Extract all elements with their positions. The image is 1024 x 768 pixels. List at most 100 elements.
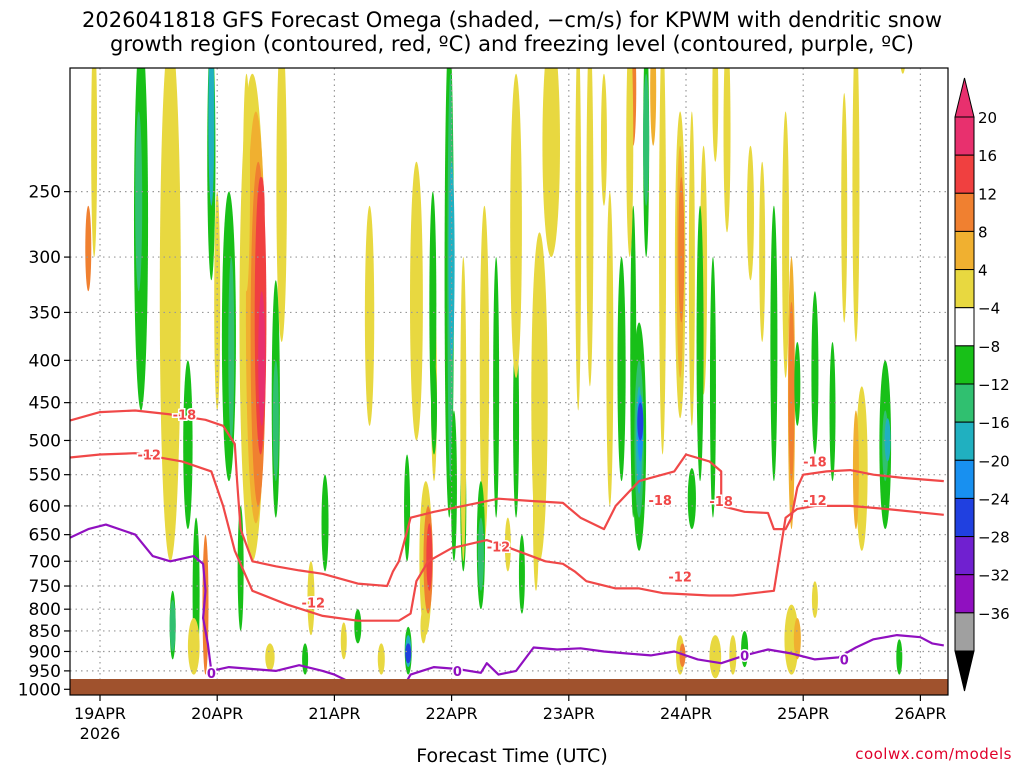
colorbar-label: −32 [978,567,1010,585]
omega-cell-cyan [884,418,891,462]
colorbar-label: −16 [978,414,1010,432]
omega-cell-green [617,257,626,482]
omega-cell-yellow [811,581,818,619]
colorbar: 20 16 12 8 4 −4 −8 −12 −16 −20 −24 −28 −32 −36 [954,77,1010,692]
omega-cell-yellow [340,622,347,660]
omega-cell-yellow [307,561,315,636]
x-tick-label: 20APR [191,704,243,723]
colorbar-bottom-arrow [954,650,975,692]
omega-cell-green [237,505,244,631]
omega-cell-teal [272,360,279,482]
omega-cell-yellow [900,68,905,74]
omega-cell-yellow [575,68,582,411]
omega-cell-green [518,534,525,614]
omega-cell-green [896,639,903,675]
omega-cell-yellow [542,68,561,258]
y-tick-label: 850 [29,622,61,642]
omega-cell-green [709,257,716,518]
omega-cell-yellow [364,205,375,426]
colorbar-swatch [954,230,975,271]
omega-cell-yellow [377,643,385,675]
colorbar-swatch [954,269,975,309]
contour-label-freezing: 0 [207,667,216,682]
x-tick-label: 26APR [894,704,946,723]
omega-cell-green [321,474,329,572]
omega-cell-yellow [841,93,848,323]
contour-label-minus12: -12 [668,570,692,585]
omega-cell-green [696,205,704,482]
colorbar-label: −12 [978,376,1010,394]
omega-cell-yellow [746,145,754,281]
contour-label-freezing: 0 [453,665,462,680]
contour-label-freezing: 0 [840,653,849,668]
colorbar-label: 8 [978,223,988,241]
colorbar-label: −4 [978,300,1000,318]
y-tick-label: 400 [29,351,61,371]
omega-cell-yellow [606,191,614,506]
dgz-contour-minus12 [70,452,944,622]
colorbar-swatch [954,459,975,499]
y-tick-label: 500 [29,431,61,451]
x-year-label: 2026 [80,724,121,743]
y-tick-label: 800 [29,600,61,620]
omega-cell-green [829,341,836,482]
omega-cell-yellow [852,68,860,342]
omega-cell-green [404,454,411,562]
contour-label-minus18: -18 [648,494,672,509]
y-tick-label: 700 [29,552,61,572]
omega-cell-yellow [91,68,98,258]
plot-frame [69,67,949,696]
omega-cell-green [493,257,500,518]
omega-cell-teal [169,600,176,652]
contour-label-minus12: -12 [137,449,161,464]
omega-cell-yellow [460,257,467,562]
omega-cell-green [687,468,696,530]
site-credit[interactable]: coolwx.com/models [855,745,1012,763]
ground-surface [70,679,948,695]
contour-label-minus18: -18 [173,408,197,423]
colorbar-label: 4 [978,262,988,280]
omega-cell-teal [228,257,235,441]
colorbar-swatch [954,154,975,194]
omega-shading [85,68,905,679]
omega-cell-pink [258,291,266,426]
freezing-level-contour [70,523,944,695]
omega-cell-yellow [784,604,799,675]
omega-cell-yellow [855,386,868,551]
chart-title-line2: growth region (contoured, red, ºC) and f… [110,32,914,56]
omega-cell-yellow [600,73,607,206]
omega-cell-red [426,523,433,591]
colorbar-label: −28 [978,529,1010,547]
omega-cell-red [258,176,265,245]
y-tick-label: 650 [29,526,61,546]
omega-cell-teal [135,111,143,292]
colorbar-swatch [954,497,975,538]
omega-cell-yellow [479,205,490,541]
y-tick-label: 750 [29,577,61,597]
colorbar-label: −36 [978,605,1010,623]
y-axis: 2503003504004505005506006507007508008509… [18,183,70,700]
colorbar-swatch [954,383,975,423]
colorbar-swatch [954,116,975,156]
omega-cell-yellow [759,161,766,342]
contour-label-minus18: -18 [803,455,827,470]
omega-cell-teal [477,517,484,591]
x-tick-label: 21APR [308,704,360,723]
colorbar-label: −8 [978,338,1000,356]
omega-cell-yellow [409,161,423,441]
y-tick-label: 900 [29,642,61,662]
omega-cell-gold [793,618,801,660]
omega-cell-yellow [723,68,731,233]
x-tick-label: 25APR [777,704,829,723]
omega-cell-yellow [729,635,737,675]
colorbar-label: −24 [978,490,1010,508]
omega-cell-orange [678,176,685,323]
omega-cell-green [354,609,362,644]
omega-cell-yellow [276,68,287,342]
omega-cell-yellow [187,618,200,675]
omega-cell-green [450,410,457,562]
temperature-contours: -18 -18 -18 -18 -12 -12 -12 -12 -12 0 0 0 0 [70,407,944,695]
omega-cell-yellow [214,191,221,411]
omega-cell-green [183,360,193,530]
